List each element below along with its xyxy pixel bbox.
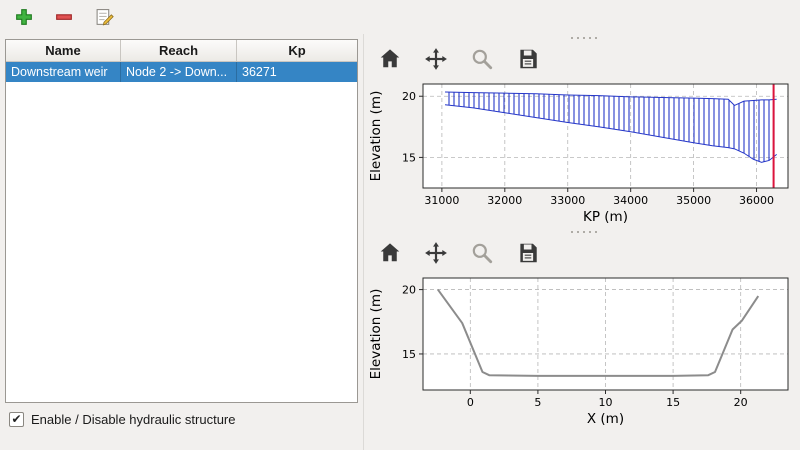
svg-text:20: 20	[402, 284, 416, 297]
enable-structure-row: Enable / Disable hydraulic structure	[9, 412, 363, 427]
svg-text:5: 5	[534, 396, 541, 409]
svg-text:Elevation (m): Elevation (m)	[368, 91, 384, 182]
svg-text:33000: 33000	[550, 194, 585, 207]
edit-structure-button[interactable]	[92, 5, 116, 29]
structure-list-panel: Name Reach Kp Downstream weir Node 2 -> …	[0, 34, 363, 450]
pan-button[interactable]	[423, 47, 449, 73]
add-structure-button[interactable]	[12, 5, 36, 29]
svg-text:X (m): X (m)	[587, 411, 624, 427]
plus-icon	[15, 8, 33, 26]
svg-text:15: 15	[402, 348, 416, 361]
save-button[interactable]	[515, 47, 541, 73]
cell-kp: 36271	[242, 65, 277, 79]
home-button[interactable]	[377, 241, 403, 267]
column-header-reach[interactable]: Reach	[121, 40, 237, 61]
svg-text:20: 20	[402, 90, 416, 103]
profile-plot-pane: 31000 32000 33000 34000 35000 36000 15 20 KP (m)…	[367, 34, 800, 228]
cross-section-plot-canvas[interactable]: 0 5 10 15 20 15 20 X (m) Elevation (m)	[367, 272, 800, 430]
save-icon	[516, 241, 540, 268]
home-icon	[378, 241, 402, 268]
minus-icon	[55, 8, 73, 26]
svg-text:32000: 32000	[487, 194, 522, 207]
enable-structure-checkbox[interactable]	[9, 412, 24, 427]
table-empty-area	[6, 82, 357, 402]
svg-text:10: 10	[599, 396, 613, 409]
svg-text:35000: 35000	[676, 194, 711, 207]
remove-structure-button[interactable]	[52, 5, 76, 29]
cross-section-plot-toolbar	[367, 236, 800, 272]
svg-text:31000: 31000	[424, 194, 459, 207]
svg-text:36000: 36000	[739, 194, 774, 207]
structures-table: Name Reach Kp Downstream weir Node 2 -> …	[5, 39, 358, 403]
structure-toolbar	[0, 0, 800, 34]
save-icon	[516, 47, 540, 74]
pan-button[interactable]	[423, 241, 449, 267]
pan-icon	[424, 241, 448, 268]
svg-text:Elevation (m): Elevation (m)	[368, 289, 384, 380]
svg-text:15: 15	[402, 151, 416, 164]
column-header-kp[interactable]: Kp	[288, 43, 306, 58]
zoom-button[interactable]	[469, 47, 495, 73]
table-row-selected[interactable]: Downstream weir Node 2 -> Down... 36271	[6, 62, 357, 82]
zoom-icon	[470, 47, 494, 74]
cell-name: Downstream weir	[6, 62, 121, 82]
save-button[interactable]	[515, 241, 541, 267]
svg-text:KP (m): KP (m)	[583, 209, 628, 225]
svg-text:34000: 34000	[613, 194, 648, 207]
edit-icon	[95, 8, 114, 27]
plots-panel: 31000 32000 33000 34000 35000 36000 15 20 KP (m)…	[363, 34, 800, 450]
profile-plot-canvas[interactable]: 31000 32000 33000 34000 35000 36000 15 20 KP (m)…	[367, 78, 800, 228]
home-button[interactable]	[377, 47, 403, 73]
cross-section-plot-pane: 0 5 10 15 20 15 20 X (m) Elevation (m)	[367, 228, 800, 430]
home-icon	[378, 47, 402, 74]
cell-reach: Node 2 -> Down...	[121, 62, 237, 82]
zoom-icon	[470, 241, 494, 268]
svg-text:0: 0	[467, 396, 474, 409]
enable-structure-label: Enable / Disable hydraulic structure	[31, 412, 236, 427]
splitter-handle-middle[interactable]	[367, 228, 800, 236]
main-area: Name Reach Kp Downstream weir Node 2 -> …	[0, 34, 800, 450]
structures-table-header: Name Reach Kp	[6, 40, 357, 62]
svg-text:15: 15	[666, 396, 680, 409]
zoom-button[interactable]	[469, 241, 495, 267]
column-header-name[interactable]: Name	[6, 40, 121, 61]
profile-plot-toolbar	[367, 42, 800, 78]
pan-icon	[424, 47, 448, 74]
splitter-handle-top[interactable]	[367, 34, 800, 42]
svg-text:20: 20	[734, 396, 748, 409]
